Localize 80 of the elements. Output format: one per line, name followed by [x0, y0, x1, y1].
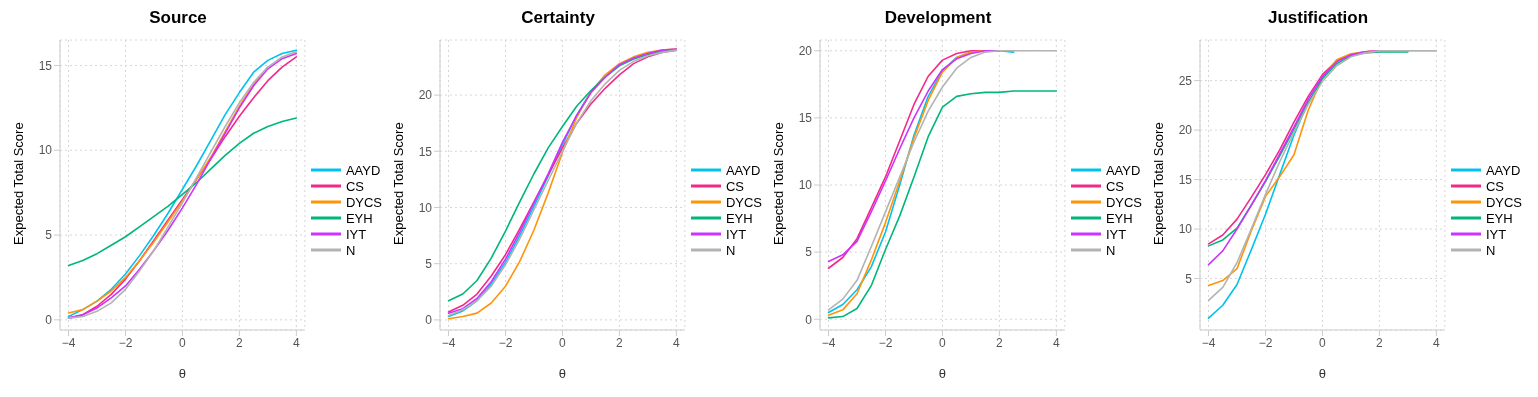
legend-label: EYH	[725, 210, 753, 226]
y-axis-title: Expected Total Score	[1150, 122, 1166, 245]
chart-title: Development	[883, 8, 993, 29]
x-tick-label: 2	[236, 335, 244, 350]
y-tick-label: 15	[798, 111, 813, 126]
x-tick-label: −2	[878, 335, 893, 350]
x-tick-label: −2	[498, 335, 513, 350]
y-axis-title: Expected Total Score	[390, 122, 406, 245]
legend-label: N	[1105, 242, 1116, 258]
x-axis-title: θ	[1318, 366, 1327, 381]
y-tick-label: 10	[798, 178, 813, 193]
legend-label: AAYD	[345, 162, 381, 178]
x-tick-label: 4	[1052, 335, 1060, 350]
line-series	[1207, 51, 1409, 247]
chart-title: Justification	[1266, 8, 1370, 29]
x-tick-label: 4	[292, 335, 300, 350]
y-tick-label: 20	[1178, 123, 1193, 138]
legend-label: N	[345, 242, 356, 258]
y-tick-label: 10	[1178, 222, 1193, 237]
x-tick-label: −4	[441, 335, 456, 350]
x-tick-label: −4	[61, 335, 76, 350]
x-tick-label: 0	[1319, 335, 1327, 350]
y-tick-label: 10	[418, 200, 433, 215]
y-tick-label: 15	[38, 58, 53, 73]
x-tick-label: 0	[179, 335, 187, 350]
legend-label: DYCS	[345, 194, 382, 210]
y-tick-label: 5	[1185, 271, 1193, 286]
y-axis-title: Expected Total Score	[10, 122, 26, 245]
legend-label: IYT	[1485, 226, 1507, 242]
x-axis-title: θ	[938, 366, 947, 381]
legend-label: CS	[1105, 178, 1124, 194]
x-axis-title: θ	[178, 366, 187, 381]
legend-label: CS	[1485, 178, 1504, 194]
y-tick-label: 20	[798, 44, 813, 58]
y-tick-label: 0	[805, 312, 813, 327]
legend-label: AAYD	[725, 162, 761, 178]
y-tick-label: 10	[38, 143, 53, 158]
chart-title: Certainty	[520, 8, 596, 29]
y-axis-title: Expected Total Score	[770, 122, 786, 245]
legend-label: IYT	[345, 226, 367, 242]
legend-label: AAYD	[1105, 162, 1141, 178]
x-tick-label: 2	[616, 335, 624, 350]
x-tick-label: 0	[939, 335, 947, 350]
line-series	[1207, 50, 1438, 302]
legend-label: DYCS	[1105, 194, 1142, 210]
y-tick-label: 15	[1178, 172, 1193, 187]
legend-label: DYCS	[1485, 194, 1522, 210]
chart-title: Source	[148, 8, 208, 29]
legend-label: EYH	[1105, 210, 1133, 226]
legend-label: CS	[345, 178, 364, 194]
legend-label: DYCS	[725, 194, 762, 210]
legend-label: N	[725, 242, 736, 258]
line-series	[827, 90, 1058, 319]
y-tick-label: 5	[805, 245, 813, 260]
line-series	[827, 49, 1058, 311]
y-tick-label: 0	[425, 313, 433, 328]
x-tick-label: 4	[1432, 335, 1440, 350]
legend-label: IYT	[725, 226, 747, 242]
y-tick-label: 25	[1178, 73, 1193, 88]
x-tick-label: 2	[1376, 335, 1384, 350]
legend-label: IYT	[1105, 226, 1127, 242]
legend-label: AAYD	[1485, 162, 1521, 178]
x-axis-title: θ	[558, 366, 567, 381]
x-tick-label: −2	[118, 335, 133, 350]
y-tick-label: 5	[425, 256, 433, 271]
legend-label: CS	[725, 178, 744, 194]
x-tick-label: 4	[672, 335, 680, 350]
x-tick-label: 2	[996, 335, 1004, 350]
line-series	[67, 117, 298, 267]
x-tick-label: −2	[1258, 335, 1273, 350]
x-tick-label: 0	[559, 335, 567, 350]
y-tick-label: 0	[45, 313, 53, 328]
legend-label: EYH	[345, 210, 373, 226]
legend-label: N	[1485, 242, 1496, 258]
x-tick-label: −4	[1201, 335, 1216, 350]
y-tick-label: 15	[418, 144, 433, 159]
y-tick-label: 20	[418, 88, 433, 103]
legend-label: EYH	[1485, 210, 1513, 226]
x-tick-label: −4	[821, 335, 836, 350]
y-tick-label: 5	[45, 228, 53, 243]
